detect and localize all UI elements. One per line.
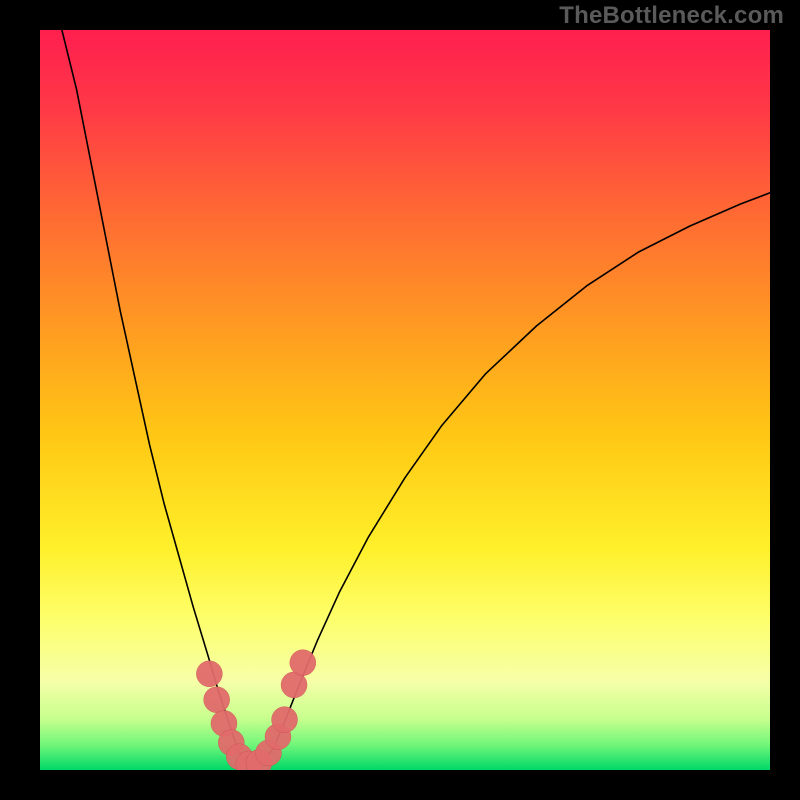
marker-dot <box>204 687 230 713</box>
marker-dot <box>290 650 316 676</box>
marker-dot <box>272 707 298 733</box>
marker-dot <box>196 661 222 687</box>
chart-svg <box>40 30 770 770</box>
watermark-text: TheBottleneck.com <box>559 2 784 30</box>
plot-area <box>40 30 770 770</box>
gradient-background <box>40 30 770 770</box>
